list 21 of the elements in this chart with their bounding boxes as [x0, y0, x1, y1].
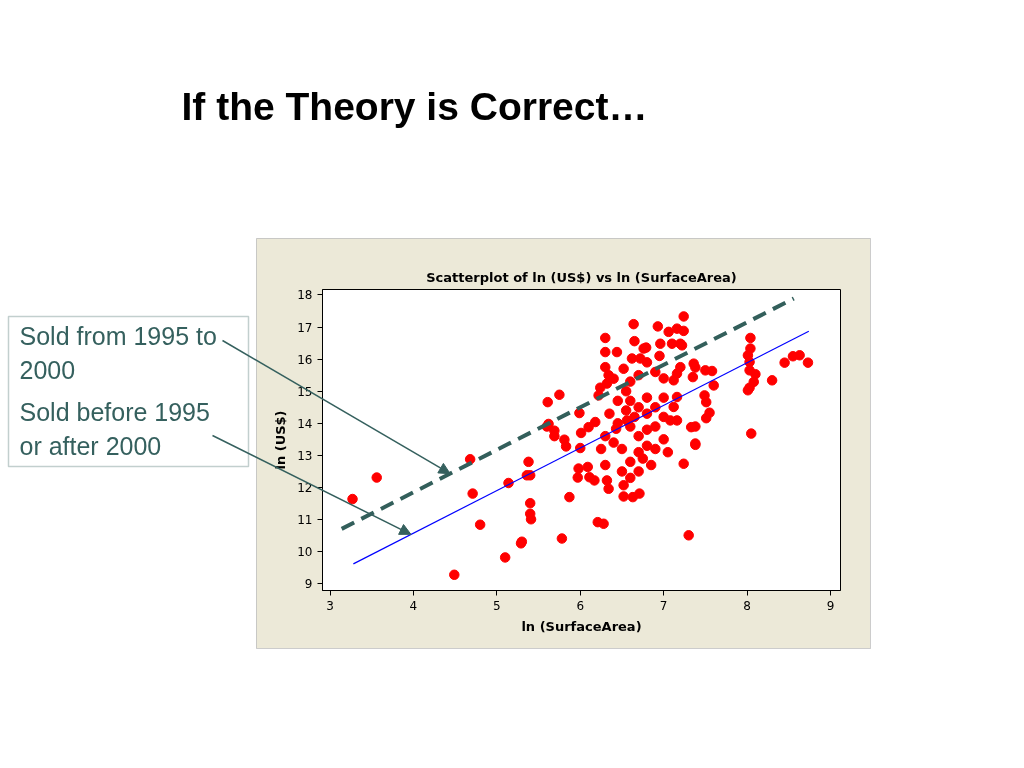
y-tick-label: 14 — [297, 416, 313, 431]
x-tick-label: 3 — [326, 598, 334, 613]
x-tick-label: 7 — [659, 598, 668, 613]
y-tick-label: 18 — [297, 288, 313, 303]
y-axis-title: ln (US$) — [273, 410, 289, 470]
annotation: Sold from 1995 to 2000 — [19, 321, 217, 384]
y-tick-label: 13 — [297, 448, 313, 463]
y-tick-label: 10 — [297, 545, 313, 560]
y-tick-label: 16 — [297, 352, 313, 367]
x-tick-label: 6 — [576, 598, 585, 613]
x-axis-title: ln (SurfaceArea) — [521, 618, 642, 634]
x-tick-label: 9 — [826, 598, 835, 613]
x-tick-label: 4 — [409, 598, 418, 613]
y-tick-label: 11 — [297, 513, 313, 528]
chart-subtitle: Scatterplot of ln (US$) vs ln (SurfaceArea) — [426, 269, 737, 285]
x-tick-label: 8 — [743, 598, 751, 613]
y-tick-label: 17 — [297, 320, 313, 335]
x-tick-label: 5 — [493, 598, 501, 613]
chart-title: If the Theory is Correct… — [181, 85, 648, 128]
y-tick-label: 9 — [304, 577, 313, 592]
annotation: Sold before 1995 or after 2000 — [19, 397, 210, 460]
